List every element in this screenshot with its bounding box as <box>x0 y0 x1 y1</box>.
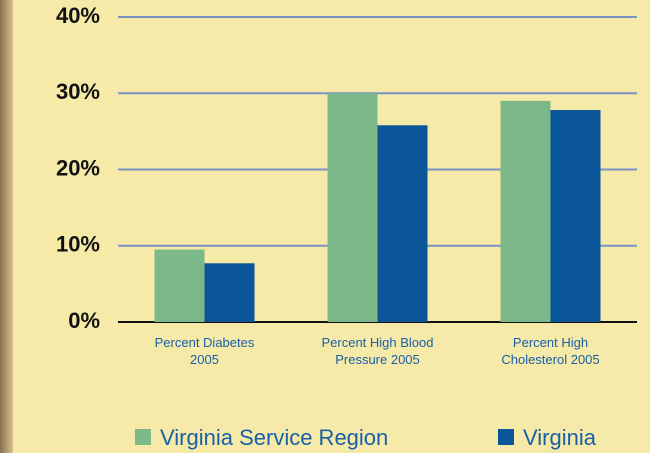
legend-label: Virginia <box>523 425 597 450</box>
x-tick-label: Percent High Blood Pressure 2005 <box>321 335 434 367</box>
bar <box>377 125 428 323</box>
y-tick-label: 40% <box>56 3 100 28</box>
bar <box>550 110 601 323</box>
x-tick-label: Percent High Cholesterol 2005 <box>501 335 600 367</box>
y-tick-label: 20% <box>56 155 100 180</box>
bar <box>327 93 378 322</box>
legend-label: Virginia Service Region <box>160 425 388 450</box>
bar <box>204 263 255 322</box>
x-tick-label: Percent Diabetes 2005 <box>154 335 255 367</box>
bar <box>500 100 551 322</box>
bar <box>154 249 205 322</box>
y-tick-label: 30% <box>56 79 100 104</box>
y-tick-label: 0% <box>68 308 100 333</box>
legend-swatch <box>135 429 151 445</box>
photo-edge <box>0 0 13 453</box>
y-tick-label: 10% <box>56 232 100 257</box>
legend-swatch <box>498 429 514 445</box>
